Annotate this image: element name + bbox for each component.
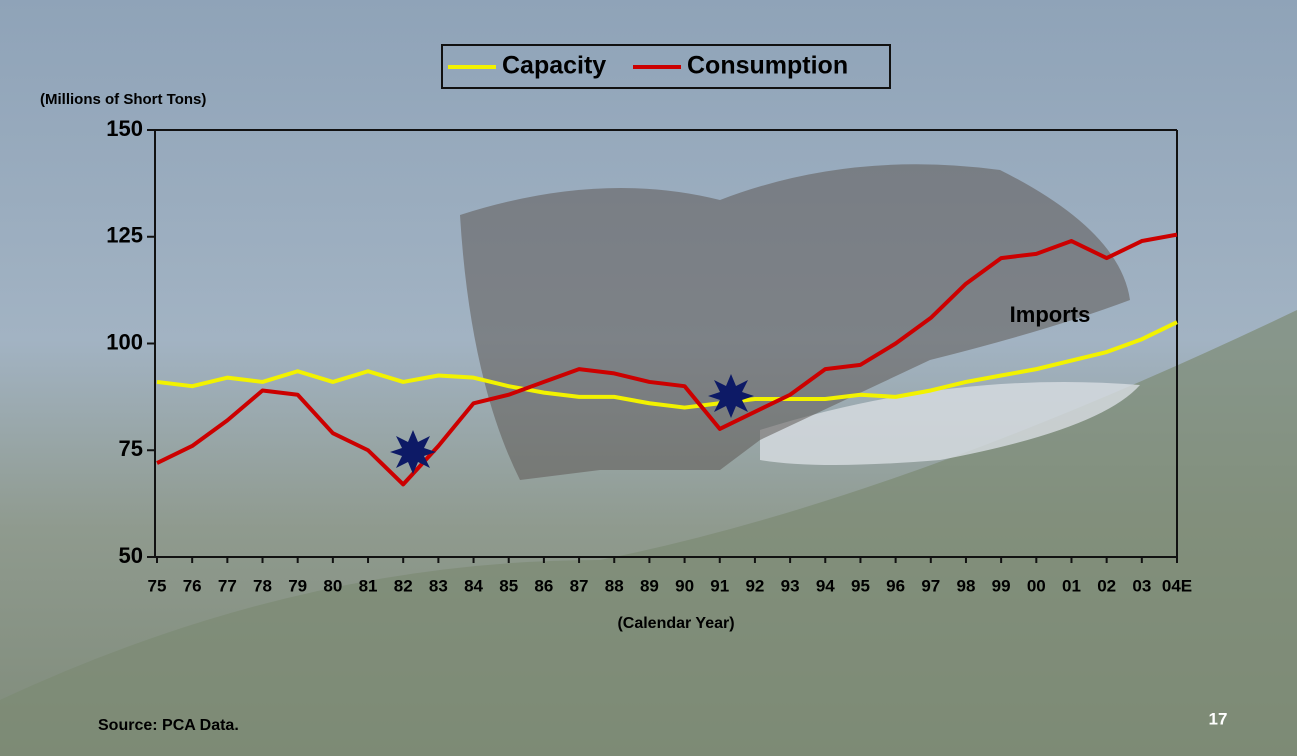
x-tick-label: 81 [359,576,378,595]
y-tick-label: 50 [119,543,143,568]
legend-box [441,44,891,89]
x-tick-label: 79 [288,576,307,595]
x-tick-label: 97 [921,576,940,595]
cloud [760,382,1140,465]
x-tick-label: 93 [781,576,800,595]
x-tick-label: 84 [464,576,483,595]
legend-label: Capacity [502,52,606,80]
x-tick-label: 83 [429,576,448,595]
y-tick-label: 75 [119,436,143,461]
legend-label: Consumption [687,52,848,80]
x-tick-label: 85 [499,576,518,595]
x-tick-label: 03 [1132,576,1151,595]
x-tick-label: 02 [1097,576,1116,595]
y-axis-title: (Millions of Short Tons) [40,91,206,108]
source: Source: PCA Data. [98,717,239,734]
x-tick-label: 98 [957,576,976,595]
x-tick-label: 00 [1027,576,1046,595]
x-tick-label: 82 [394,576,413,595]
y-tick-label: 100 [106,329,143,354]
y-tick-label: 125 [106,223,143,248]
recession-marker [708,374,754,418]
x-tick-label: 92 [745,576,764,595]
series-line [156,320,1178,410]
x-tick-label: 88 [605,576,624,595]
x-tick-label: 89 [640,576,659,595]
mountain [0,310,1297,756]
x-tick-label: 90 [675,576,694,595]
x-tick-label: 77 [218,576,237,595]
x-tick-label: 78 [253,576,272,595]
x-tick-label: 80 [323,576,342,595]
x-tick-label: 87 [570,576,589,595]
annotation: Imports [1010,302,1091,327]
y-tick-label: 150 [106,116,143,141]
recession-marker [390,430,436,474]
series-line [156,232,1178,487]
x-tick-label: 96 [886,576,905,595]
x-tick-label: 76 [183,576,202,595]
x-tick-label: 04E [1162,576,1192,595]
x-tick-label: 86 [534,576,553,595]
x-tick-label: 95 [851,576,870,595]
x-tick-label: 99 [992,576,1011,595]
x-tick-label: 01 [1062,576,1081,595]
x-tick-label: 94 [816,576,835,595]
page-number: 17 [1209,709,1228,728]
x-axis-title: (Calendar Year) [617,615,734,632]
x-tick-label: 75 [148,576,167,595]
x-tick-label: 91 [710,576,729,595]
